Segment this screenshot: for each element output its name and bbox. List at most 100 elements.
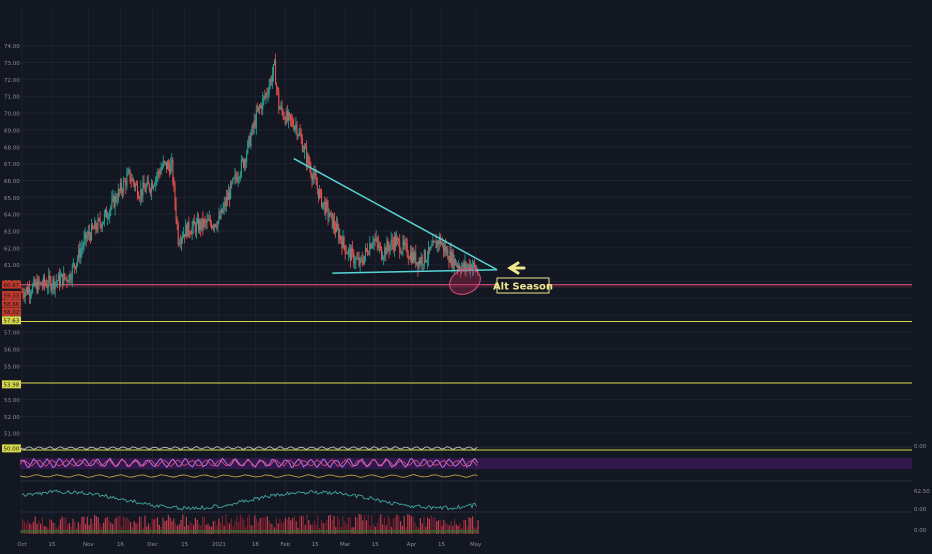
candle-body (378, 246, 380, 248)
candle-body (322, 202, 324, 208)
candle-body (244, 160, 246, 167)
histogram-bar (38, 520, 40, 534)
histogram-bar (407, 514, 409, 534)
candle-body (329, 212, 331, 217)
indicator-value-label: 0.00 (914, 528, 927, 534)
candle-body (396, 238, 397, 246)
candle-body (46, 284, 48, 288)
candle-body (113, 196, 115, 208)
candle-body (153, 185, 155, 189)
histogram-bar (151, 518, 153, 534)
histogram-bar (419, 518, 421, 534)
candle-body (276, 84, 278, 88)
alt-season-annotation[interactable]: Alt Season (493, 261, 553, 294)
candle-body (317, 188, 319, 198)
candle-body (361, 258, 363, 263)
candle-body (424, 250, 426, 262)
candle-body (128, 169, 130, 172)
histogram-bar (155, 518, 157, 534)
candle-body (228, 192, 230, 200)
histogram-bar (423, 516, 425, 534)
candle-body (32, 284, 34, 293)
histogram-bar (112, 524, 114, 534)
candle-body (91, 224, 93, 240)
candle-body (371, 244, 373, 249)
candle-body (94, 221, 96, 230)
histogram-bar (320, 519, 322, 534)
candle-body (222, 207, 224, 213)
candle-body (330, 212, 332, 214)
y-tick-label: 64.00 (4, 213, 20, 219)
candle-body (97, 218, 99, 231)
histogram-bar (313, 520, 315, 534)
histogram-bar (317, 515, 319, 534)
candle-body (223, 202, 225, 208)
candle-body (70, 279, 72, 281)
candle-body (369, 244, 371, 255)
candle-body (167, 162, 169, 170)
candle-body (57, 274, 59, 281)
y-tick-label: 68.00 (4, 145, 20, 151)
candle-body (339, 235, 341, 240)
x-tick-label: 15 (372, 542, 379, 548)
candle-body (50, 278, 52, 290)
candle-body (455, 264, 457, 266)
histogram-bar (65, 517, 67, 534)
candle-body (118, 189, 120, 191)
candle-body (23, 295, 25, 298)
candle-body (403, 240, 405, 245)
candle-body (475, 265, 477, 271)
histogram-bar (437, 520, 439, 534)
candle-body (47, 286, 49, 288)
histogram-bar (324, 522, 326, 534)
y-badge-label: 58.66 (4, 302, 20, 308)
histogram-bar (166, 520, 168, 534)
candle-body (30, 294, 32, 296)
histogram-bar (185, 516, 187, 534)
y-tick-label: 57.00 (4, 331, 20, 337)
candle-body (100, 223, 102, 228)
histogram-bar (434, 516, 436, 534)
histogram-bar (410, 516, 412, 534)
candle-body (256, 110, 258, 112)
candle-body (67, 281, 69, 283)
x-tick-label: 15 (48, 542, 55, 548)
histogram-bar (128, 519, 130, 534)
candle-body (207, 219, 209, 221)
candle-body (229, 192, 231, 199)
histogram-bar (187, 525, 189, 534)
candle-body (103, 213, 105, 222)
breakout-ellipse[interactable] (445, 264, 484, 299)
histogram-bar (464, 519, 466, 534)
candle-body (463, 263, 465, 269)
candle-body (209, 218, 211, 224)
histogram-bar (176, 525, 178, 534)
candle-body (203, 220, 205, 228)
candle-body (73, 263, 75, 267)
candle-body (392, 243, 394, 250)
candle-body (85, 232, 87, 239)
histogram-bar (144, 515, 146, 534)
descending-triangle[interactable] (293, 157, 498, 274)
candle-body (383, 256, 385, 259)
candle-body (269, 79, 271, 86)
candle-body (367, 249, 369, 254)
candle-body (400, 252, 402, 254)
candle-body (407, 255, 409, 259)
candle-body (318, 190, 320, 198)
histogram-bar (79, 523, 81, 534)
candle-body (359, 258, 361, 266)
histogram-bar (394, 516, 396, 534)
histogram-bar (360, 514, 362, 534)
candle-body (224, 202, 226, 207)
candle-body (125, 181, 127, 187)
y-tick-label: 71.00 (4, 95, 20, 101)
histogram-bar (414, 521, 416, 534)
candle-body (321, 190, 323, 208)
candle-body (420, 257, 422, 264)
candle-body (189, 232, 191, 235)
candle-body (323, 201, 325, 203)
histogram-bar (234, 521, 236, 534)
candle-body (440, 243, 442, 245)
